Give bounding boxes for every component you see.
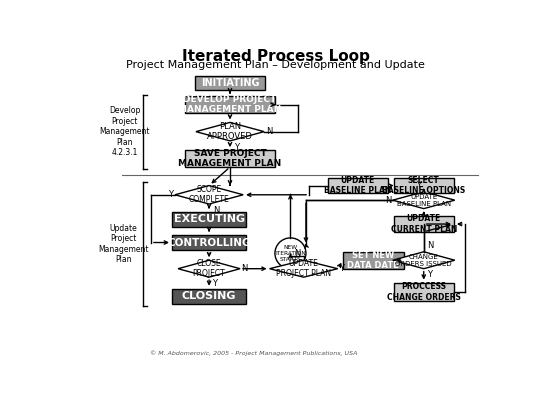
FancyBboxPatch shape bbox=[185, 150, 275, 167]
FancyBboxPatch shape bbox=[393, 216, 454, 232]
Text: Y: Y bbox=[427, 270, 432, 279]
Text: N: N bbox=[385, 196, 391, 205]
FancyBboxPatch shape bbox=[172, 235, 246, 250]
Text: N: N bbox=[266, 127, 272, 136]
FancyBboxPatch shape bbox=[172, 289, 246, 304]
Text: SELECT
BASELINE OPTIONS: SELECT BASELINE OPTIONS bbox=[382, 176, 465, 195]
Text: DEVELOP PROJECT
MANAGEMENT PLAN: DEVELOP PROJECT MANAGEMENT PLAN bbox=[179, 95, 281, 114]
Text: N: N bbox=[294, 249, 301, 258]
Text: © M. Abdomerovic, 2005 - Project Management Publications, USA: © M. Abdomerovic, 2005 - Project Managem… bbox=[150, 351, 357, 356]
Text: Project Management Plan – Development and Update: Project Management Plan – Development an… bbox=[126, 61, 425, 70]
Text: SET NEW
DATA DATE: SET NEW DATA DATE bbox=[348, 250, 399, 270]
FancyBboxPatch shape bbox=[185, 96, 275, 113]
Text: INITIATING: INITIATING bbox=[201, 78, 259, 88]
Text: Iterated Process Loop: Iterated Process Loop bbox=[182, 48, 370, 64]
Circle shape bbox=[275, 238, 306, 269]
Text: CHANGE
ORDERS ISSUED: CHANGE ORDERS ISSUED bbox=[395, 254, 452, 267]
FancyBboxPatch shape bbox=[343, 252, 404, 269]
Text: Y: Y bbox=[416, 181, 421, 190]
FancyBboxPatch shape bbox=[195, 76, 265, 90]
Text: N: N bbox=[427, 241, 433, 250]
Text: Y: Y bbox=[339, 264, 344, 273]
Polygon shape bbox=[270, 260, 338, 277]
FancyBboxPatch shape bbox=[328, 178, 388, 193]
Text: CLOSING: CLOSING bbox=[182, 291, 236, 301]
Text: PLAN
APPROVED: PLAN APPROVED bbox=[207, 122, 253, 141]
Text: NEW
ITERATION
STARTS: NEW ITERATION STARTS bbox=[275, 245, 306, 262]
Text: PROCCESS
CHANGE ORDERS: PROCCESS CHANGE ORDERS bbox=[387, 282, 461, 301]
FancyBboxPatch shape bbox=[393, 282, 454, 301]
Polygon shape bbox=[393, 192, 455, 208]
Text: Y: Y bbox=[212, 279, 217, 288]
Text: SCOPE
COMPLETE: SCOPE COMPLETE bbox=[189, 185, 229, 204]
Text: Y: Y bbox=[168, 190, 173, 199]
Polygon shape bbox=[196, 122, 264, 141]
Polygon shape bbox=[393, 252, 455, 269]
Text: Y: Y bbox=[234, 143, 239, 152]
Text: N: N bbox=[242, 264, 248, 273]
Text: EXECUTING: EXECUTING bbox=[174, 215, 245, 224]
Text: SAVE PROJECT
MANAGEMENT PLAN: SAVE PROJECT MANAGEMENT PLAN bbox=[179, 149, 281, 168]
Text: N: N bbox=[213, 206, 220, 215]
Text: UPDATE
BASELINE PLAN: UPDATE BASELINE PLAN bbox=[324, 176, 392, 195]
Polygon shape bbox=[178, 260, 240, 277]
FancyBboxPatch shape bbox=[393, 178, 454, 193]
Text: UPDATE
PROJECT PLAN: UPDATE PROJECT PLAN bbox=[276, 259, 331, 278]
Text: UPDATE
BASELINE PLAN: UPDATE BASELINE PLAN bbox=[397, 194, 451, 207]
Text: CLOSE
PROJECT: CLOSE PROJECT bbox=[193, 259, 225, 278]
Polygon shape bbox=[175, 185, 243, 204]
Text: CONTROLLING: CONTROLLING bbox=[167, 238, 251, 248]
Text: Develop
Project
Management
Plan
4.2.3.1: Develop Project Management Plan 4.2.3.1 bbox=[100, 106, 150, 157]
FancyBboxPatch shape bbox=[172, 212, 246, 227]
Text: UPDATE
CURRENT PLAN: UPDATE CURRENT PLAN bbox=[391, 215, 457, 234]
Text: Update
Project
Management
Plan: Update Project Management Plan bbox=[98, 224, 148, 264]
